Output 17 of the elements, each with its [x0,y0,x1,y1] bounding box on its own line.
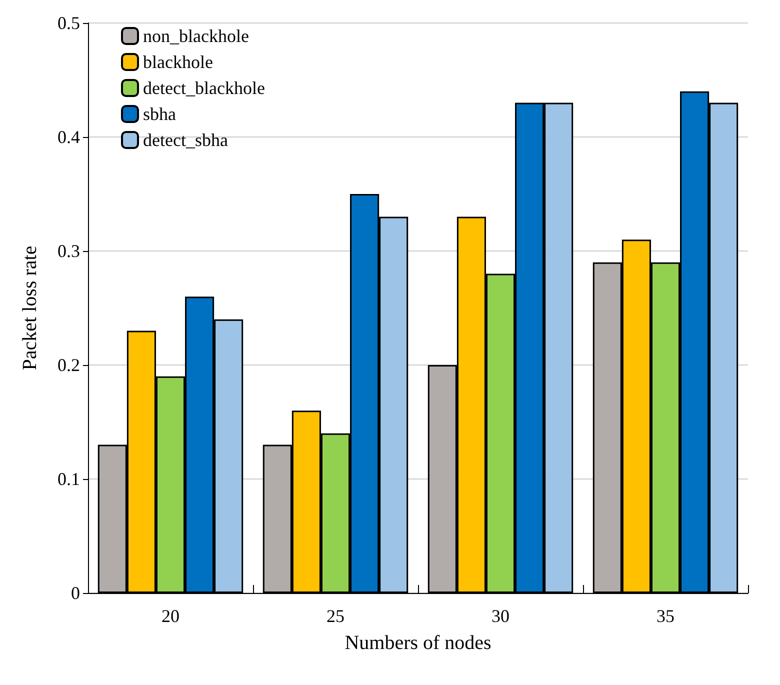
x-axis-title: Numbers of nodes [344,632,492,654]
y-tick-label: 0.5 [58,13,80,33]
y-tick-label: 0.1 [58,469,80,489]
y-tick-label: 0.4 [58,127,80,147]
y-tick-label: 0.2 [58,355,80,375]
x-tick-label: 35 [656,606,674,626]
legend-label: sbha [143,104,176,124]
legend-label: blackhole [143,52,213,72]
y-tick-label: 0 [71,583,80,603]
y-axis-title: Packet loss rate [19,246,41,370]
x-tick-label: 25 [326,606,344,626]
legend-label: non_blackhole [143,26,249,46]
x-tick-label: 20 [162,606,180,626]
legend-label: detect_sbha [143,130,228,150]
x-tick-label: 30 [492,606,510,626]
legend-label: detect_blackhole [143,78,265,98]
y-tick-label: 0.3 [58,241,80,261]
